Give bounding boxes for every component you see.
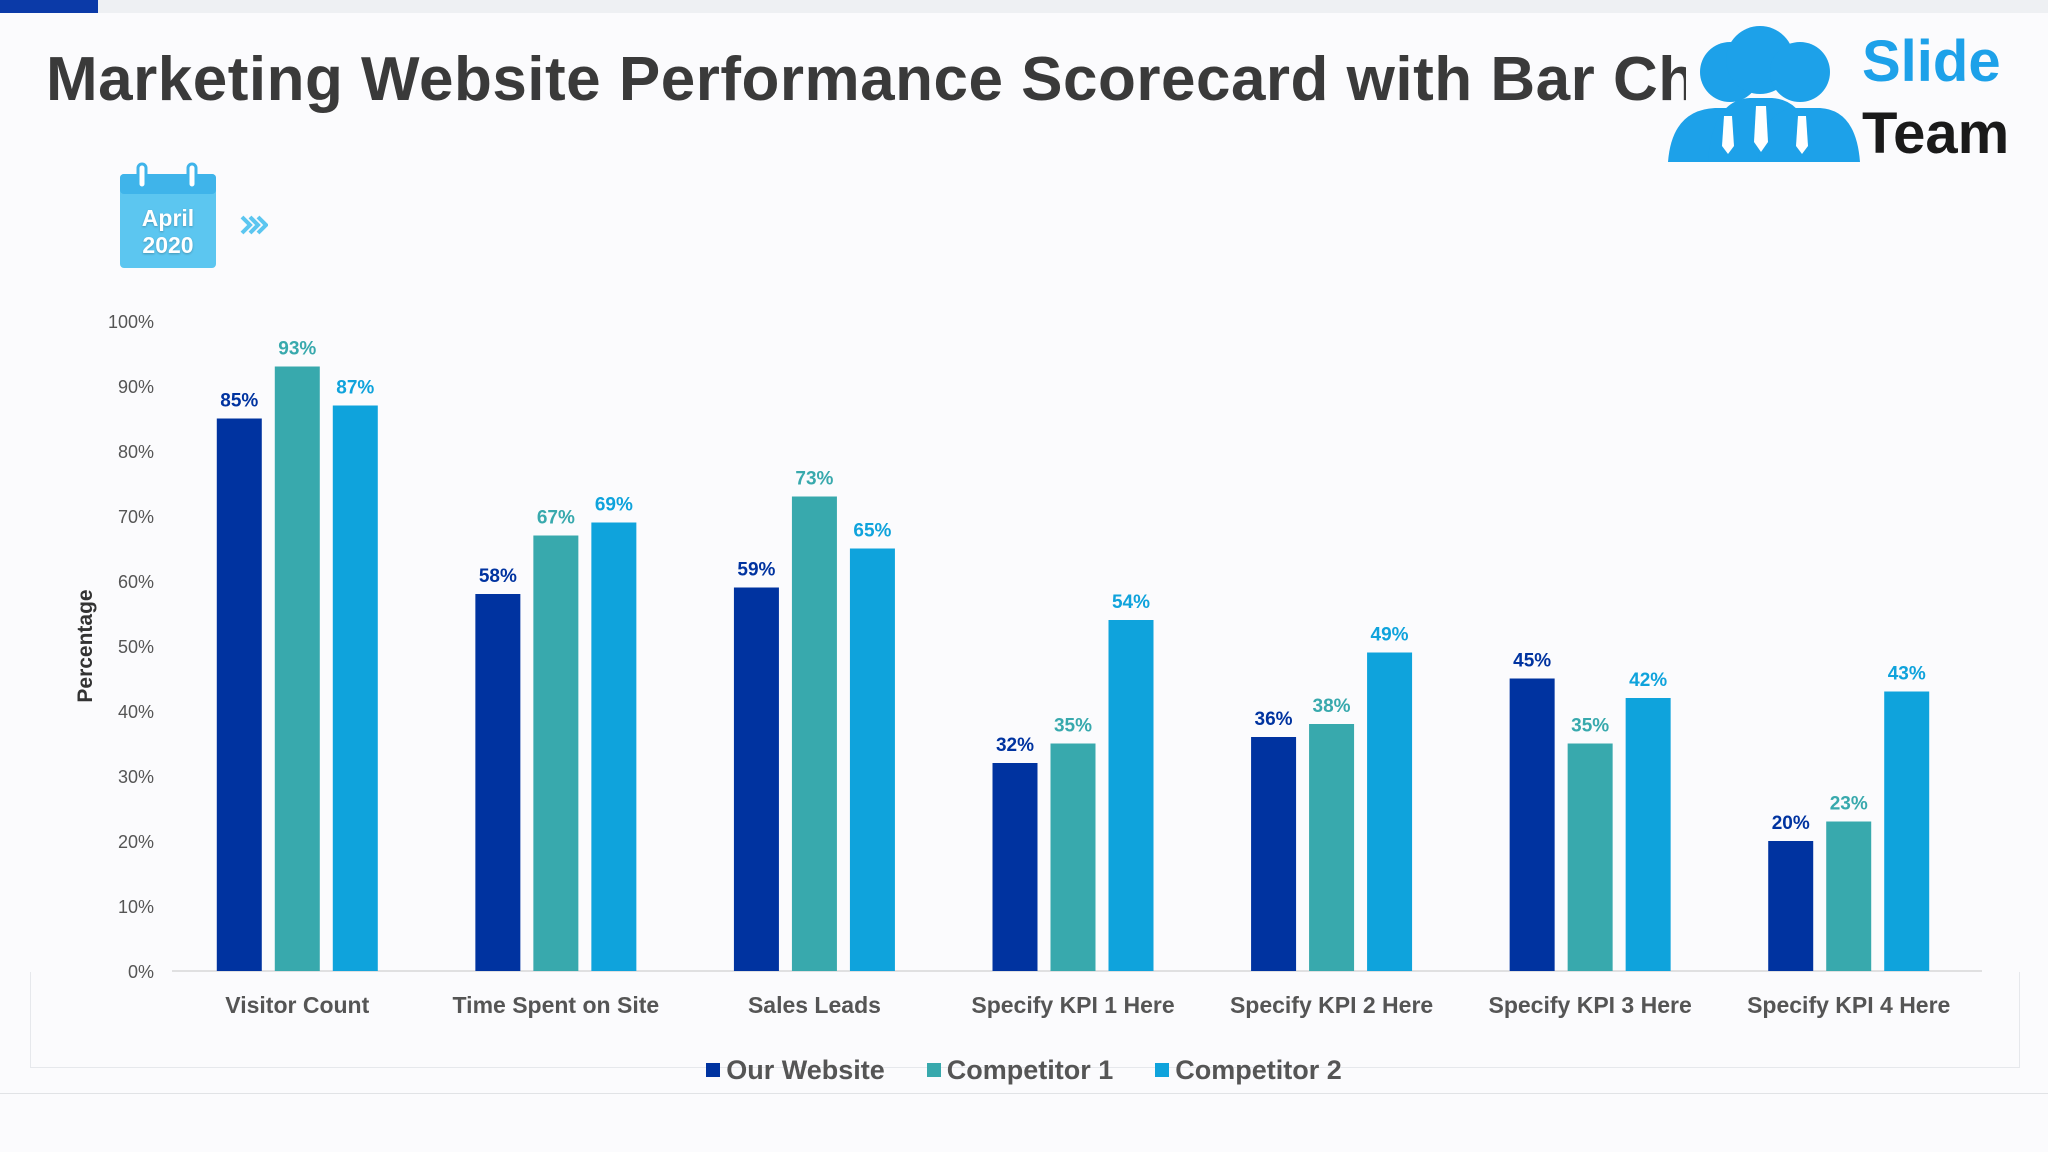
data-label: 65%	[853, 521, 891, 542]
legend-label: Our Website	[726, 1054, 885, 1085]
data-label: 87%	[336, 378, 374, 399]
double-chevron-right-icon	[240, 215, 268, 235]
bar	[1251, 737, 1297, 971]
bar	[1884, 691, 1930, 971]
x-tick-label: Time Spent on Site	[453, 992, 660, 1018]
chart-frame	[30, 972, 2020, 1068]
calendar-date: April 2020	[120, 205, 216, 259]
bar	[274, 366, 320, 971]
bar	[1367, 652, 1413, 971]
data-label: 32%	[996, 735, 1034, 756]
y-tick-label: 40%	[118, 702, 154, 722]
bar	[1509, 678, 1555, 971]
bar	[1768, 841, 1814, 971]
top-bar-accent	[0, 0, 98, 13]
y-axis-title: Percentage	[74, 589, 97, 702]
bar	[533, 535, 579, 971]
y-tick-label: 50%	[118, 637, 154, 657]
calendar-year: 2020	[142, 232, 194, 258]
bar	[992, 763, 1038, 971]
data-label: 73%	[795, 469, 833, 490]
bottom-divider	[0, 1093, 2048, 1094]
y-tick-label: 90%	[118, 377, 154, 397]
x-tick-label: Specify KPI 1 Here	[971, 992, 1174, 1018]
bar	[1108, 620, 1154, 971]
data-label: 58%	[479, 566, 517, 587]
data-label: 67%	[537, 508, 575, 529]
data-label: 35%	[1054, 716, 1092, 737]
bar	[1826, 821, 1872, 971]
y-tick-label: 70%	[118, 507, 154, 527]
y-tick-label: 30%	[118, 767, 154, 787]
legend-item: Competitor 1	[926, 1054, 1114, 1086]
data-label: 43%	[1888, 664, 1926, 685]
y-tick-label: 60%	[118, 572, 154, 592]
chart-legend: Our Website Competitor 1 Competitor 2	[0, 1048, 2048, 1092]
data-label: 36%	[1255, 709, 1293, 730]
y-tick-label: 20%	[118, 832, 154, 852]
calendar-month: April	[141, 205, 195, 231]
logo-text-team: Team	[1862, 101, 2010, 166]
x-tick-label: Sales Leads	[748, 992, 881, 1018]
bar	[733, 587, 779, 971]
slide-title: Marketing Website Performance Scorecard …	[46, 45, 1686, 114]
team-logo-icon	[1668, 26, 1860, 162]
data-label: 35%	[1571, 716, 1609, 737]
data-label: 54%	[1112, 592, 1150, 613]
data-label: 20%	[1772, 813, 1810, 834]
x-tick-label: Specify KPI 2 Here	[1230, 992, 1433, 1018]
data-label: 93%	[278, 339, 316, 360]
x-tick-label: Specify KPI 3 Here	[1489, 992, 1692, 1018]
data-label: 85%	[220, 391, 258, 412]
legend-swatch	[1155, 1063, 1170, 1077]
calendar-icon	[120, 162, 216, 268]
bar	[591, 522, 637, 971]
legend-item: Competitor 2	[1155, 1055, 1342, 1086]
bar	[216, 418, 262, 971]
bar	[849, 548, 895, 971]
bar	[332, 405, 378, 971]
data-label: 38%	[1313, 696, 1351, 717]
y-tick-label: 10%	[118, 897, 154, 917]
y-tick-label: 80%	[118, 442, 154, 462]
data-label: 49%	[1371, 625, 1409, 646]
bar	[1050, 743, 1096, 971]
data-label: 59%	[737, 560, 775, 581]
bar	[475, 594, 521, 971]
legend-label: Competitor 2	[1175, 1054, 1342, 1085]
legend-label: Competitor 1	[946, 1054, 1114, 1085]
legend-swatch	[926, 1063, 941, 1077]
y-tick-label: 100%	[108, 312, 154, 332]
data-label: 69%	[595, 495, 633, 516]
legend-swatch	[706, 1063, 721, 1077]
bar	[1567, 743, 1613, 971]
x-tick-label: Specify KPI 4 Here	[1747, 992, 1950, 1018]
top-bar	[0, 0, 2048, 13]
bar	[1309, 724, 1355, 971]
legend-item: Our Website	[706, 1055, 885, 1086]
bar	[791, 496, 837, 971]
bar	[1625, 698, 1671, 971]
y-tick-label: 0%	[128, 962, 154, 982]
logo-text-slide: Slide	[1862, 29, 2001, 94]
x-tick-label: Visitor Count	[225, 992, 369, 1018]
data-label: 23%	[1830, 794, 1868, 815]
data-label: 45%	[1513, 651, 1551, 672]
data-label: 42%	[1629, 670, 1667, 691]
